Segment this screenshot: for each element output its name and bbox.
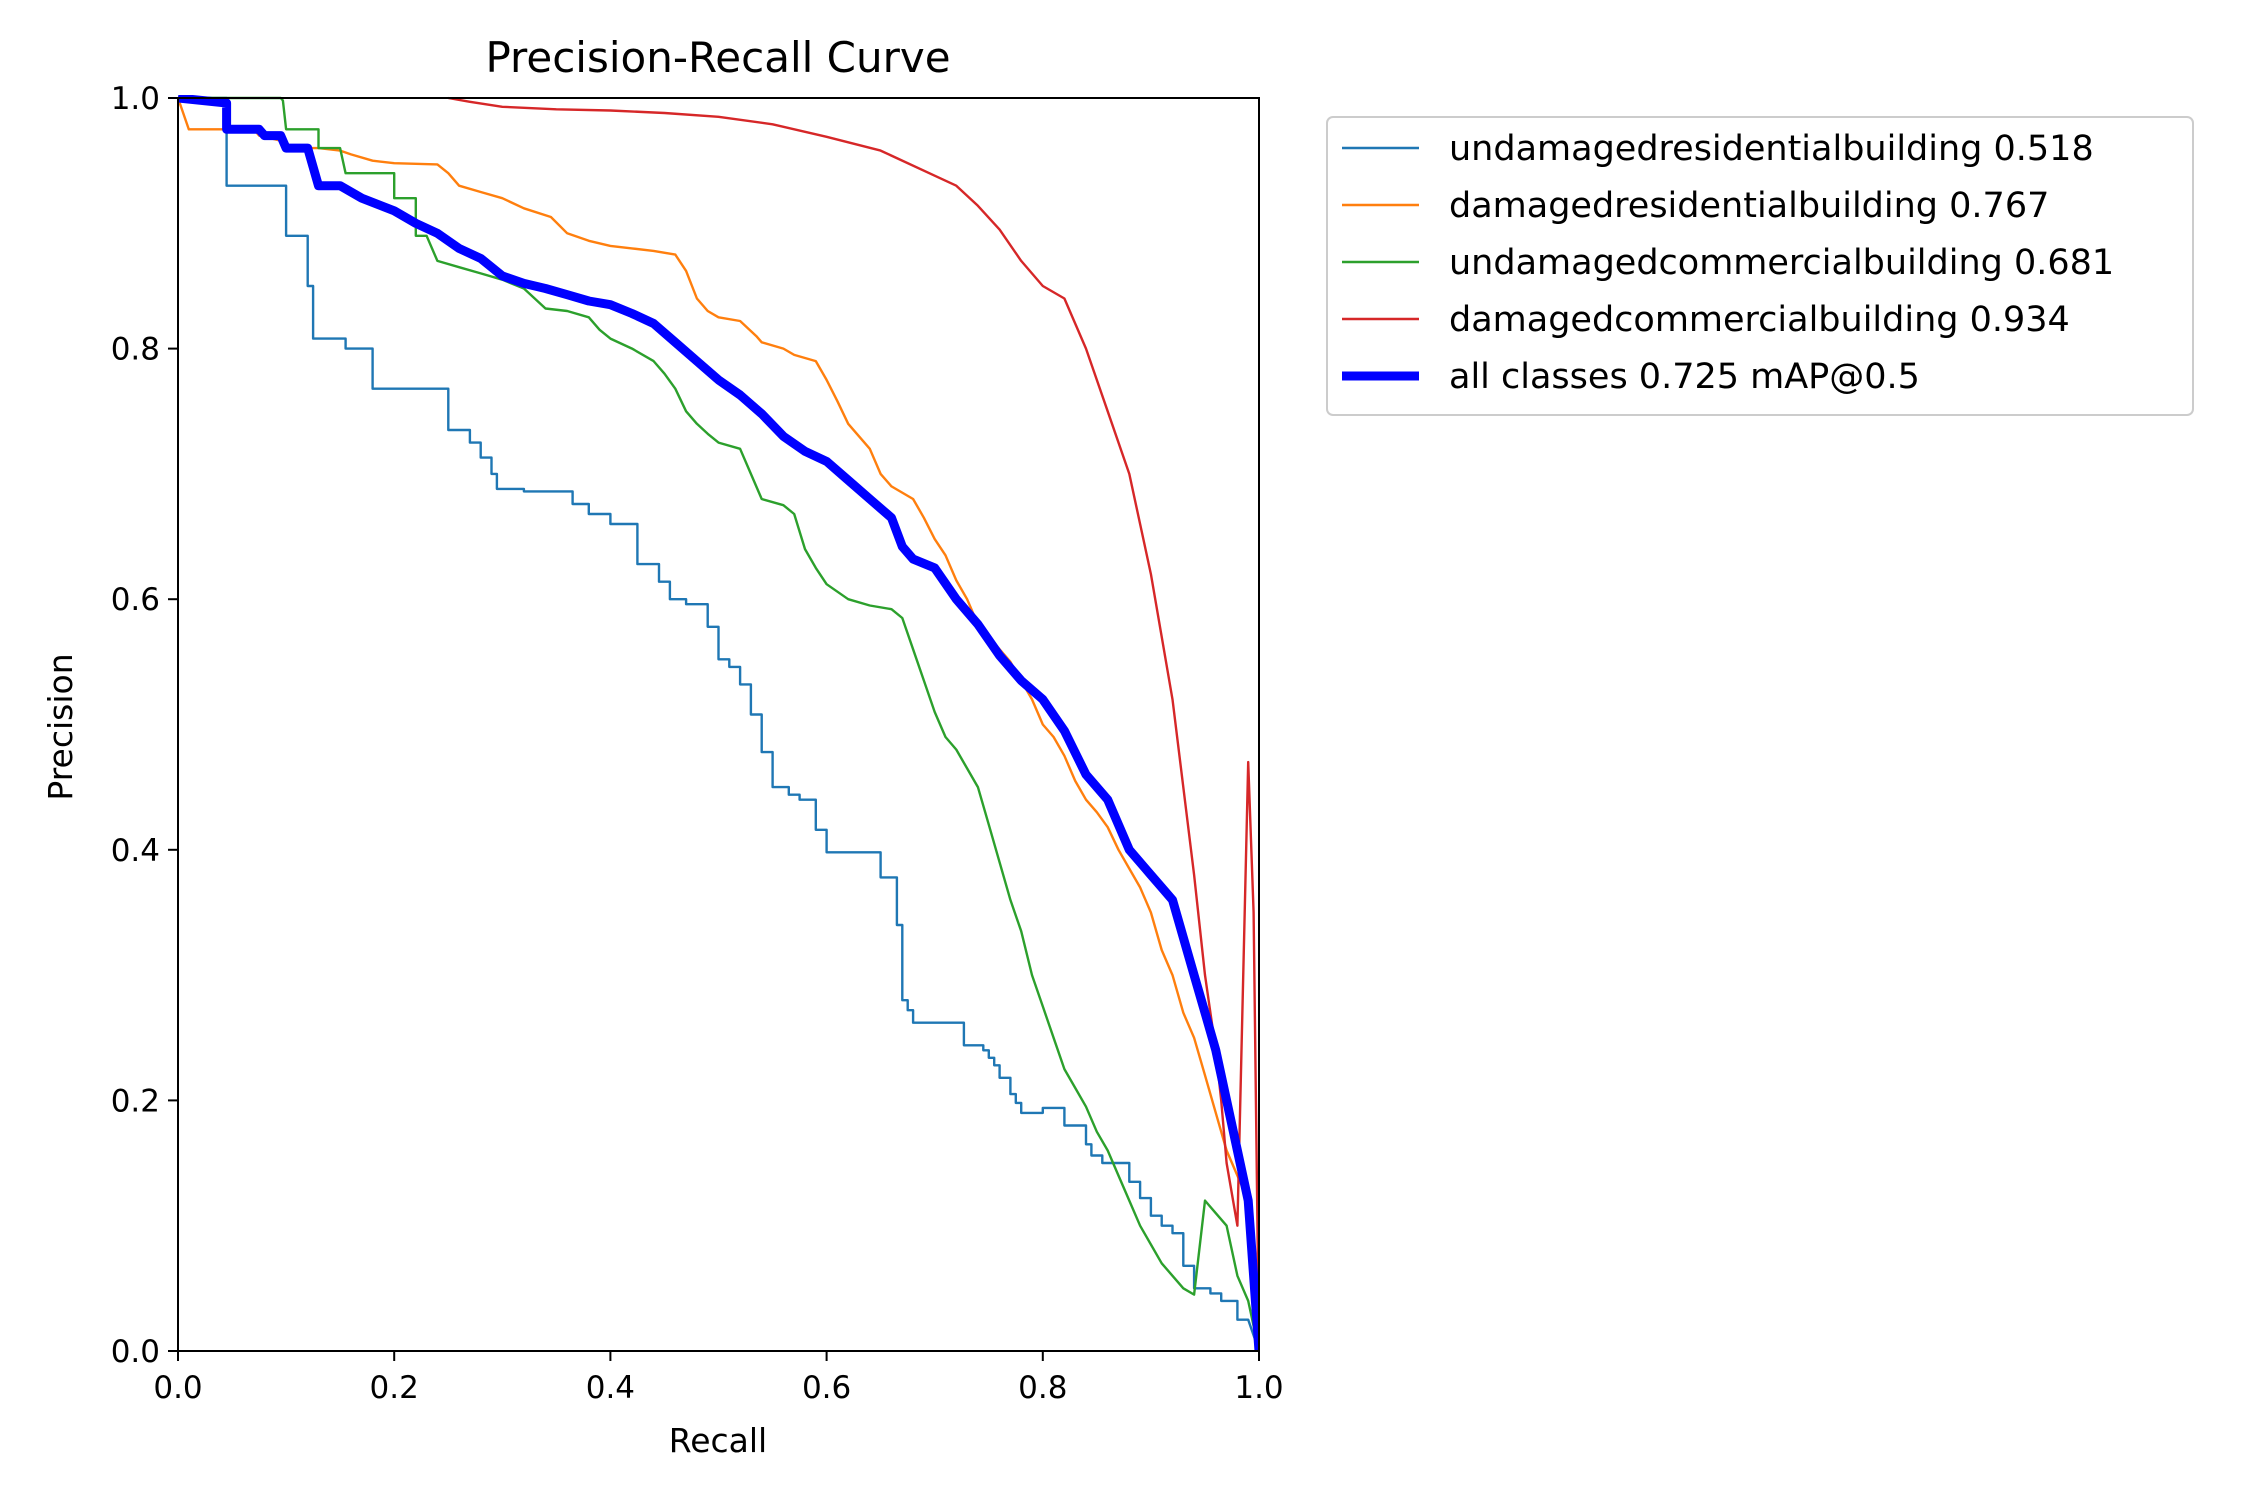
y-tick-label: 0.4 [111, 833, 160, 869]
y-tick-label: 0.6 [111, 582, 160, 618]
chart-title: Precision-Recall Curve [485, 33, 950, 82]
x-tick-label: 0.8 [1018, 1370, 1067, 1406]
legend-label: undamagedresidentialbuilding 0.518 [1449, 129, 2094, 169]
legend-entry: damagedresidentialbuilding 0.767 [1342, 186, 2049, 226]
legend-entry: undamagedresidentialbuilding 0.518 [1342, 129, 2094, 169]
legend-label: damagedcommercialbuilding 0.934 [1449, 300, 2070, 340]
x-tick-label: 1.0 [1234, 1370, 1283, 1406]
legend-entry: all classes 0.725 mAP@0.5 [1342, 357, 1920, 397]
x-tick-label: 0.0 [153, 1370, 202, 1406]
legend-box [1326, 116, 2194, 416]
y-tick-label: 0.8 [111, 332, 160, 368]
legend: undamagedresidentialbuilding 0.518 damage… [1326, 116, 2194, 416]
axes-frame [177, 97, 1260, 1352]
y-tick-label: 0.0 [111, 1334, 160, 1370]
x-tick-label: 0.6 [802, 1370, 851, 1406]
y-axis-label: Precision [41, 653, 80, 800]
y-tick-label: 0.2 [111, 1083, 160, 1119]
legend-entry: damagedcommercialbuilding 0.934 [1342, 300, 2070, 340]
legend-label: undamagedcommercialbuilding 0.681 [1449, 243, 2114, 283]
series-line-1 [178, 96, 1259, 1352]
x-axis-label: Recall [669, 1421, 767, 1460]
series-line-5 [178, 95, 1259, 1352]
x-tick-label: 0.4 [586, 1370, 635, 1406]
series-line-3 [178, 96, 1259, 1352]
series-lines [178, 95, 1259, 1352]
legend-label: all classes 0.725 mAP@0.5 [1449, 357, 1920, 397]
axes: 0.0 0.2 0.4 0.6 0.8 1.0 0.0 0.2 0.4 0.6 0.8 1.0 [111, 81, 1284, 1406]
series-line-2 [178, 97, 1259, 1352]
plot-area [178, 95, 1259, 1352]
x-tick-label: 0.2 [370, 1370, 419, 1406]
legend-entry: undamagedcommercialbuilding 0.681 [1342, 243, 2114, 283]
legend-label: damagedresidentialbuilding 0.767 [1449, 186, 2049, 226]
y-tick-label: 1.0 [111, 81, 160, 117]
